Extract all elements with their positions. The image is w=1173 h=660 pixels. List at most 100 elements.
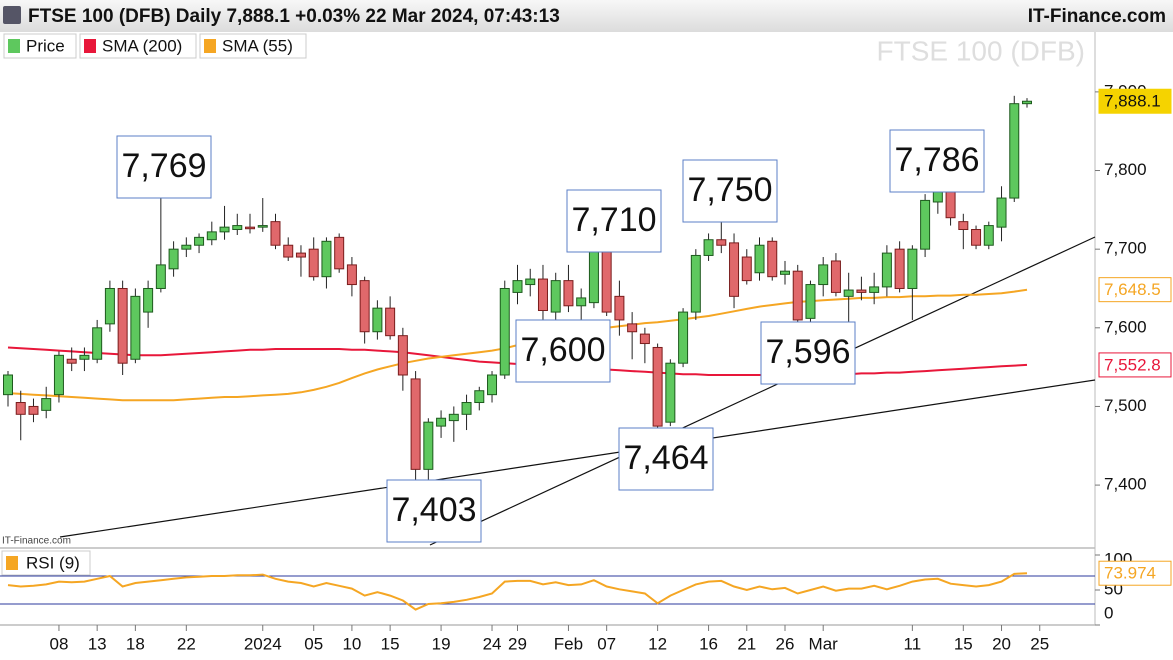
- x-tick-label: Feb: [554, 634, 583, 653]
- candle-body: [385, 307, 396, 337]
- x-tick-label: 10: [342, 634, 361, 653]
- annotation-box: [760, 321, 856, 385]
- candle-body: [334, 236, 345, 270]
- candle-body: [346, 264, 357, 286]
- candle-body: [779, 270, 790, 275]
- chart-title: FTSE 100 (DFB) Daily 7,888.1 +0.03% 22 M…: [28, 6, 560, 27]
- trendline: [59, 379, 1096, 538]
- y-tick-label: 7,700: [1104, 239, 1147, 258]
- candle-body: [448, 413, 459, 422]
- x-tick-label: 08: [49, 634, 68, 653]
- candle-body: [869, 286, 880, 293]
- candle-body: [181, 244, 192, 250]
- candle-body: [270, 221, 281, 246]
- candle-body: [3, 374, 13, 396]
- legend-label: Price: [26, 36, 65, 55]
- candle-body: [805, 284, 816, 319]
- price-tag-label: 7,888.1: [1104, 92, 1161, 111]
- candle-body: [474, 390, 485, 404]
- candle-body: [206, 231, 217, 241]
- candle-body: [219, 226, 230, 233]
- annotation-box: [889, 129, 985, 193]
- candle-body: [295, 252, 306, 258]
- x-tick-label: 26: [776, 634, 795, 653]
- x-tick-label: 15: [381, 634, 400, 653]
- candle-body: [499, 287, 510, 376]
- candle-body: [920, 199, 931, 250]
- candle-body: [958, 221, 969, 231]
- candle-body: [818, 264, 829, 286]
- legend-swatch: [8, 39, 20, 53]
- candle-body: [525, 278, 536, 286]
- candle-body: [856, 289, 867, 293]
- rsi-line: [7, 572, 1028, 611]
- candle-body: [537, 278, 548, 312]
- x-tick-label: 12: [648, 634, 667, 653]
- candle-body: [703, 239, 714, 256]
- price-tag: [1098, 88, 1172, 114]
- x-tick-label: 16: [699, 634, 718, 653]
- x-tick-label: 22: [177, 634, 196, 653]
- candle-body: [487, 374, 498, 396]
- candle-body: [741, 256, 752, 282]
- candle-body: [359, 280, 370, 333]
- annotation-box: [116, 135, 212, 199]
- candle-body: [143, 287, 154, 313]
- watermark-small: IT-Finance.com: [2, 536, 71, 547]
- x-tick-label: 25: [1030, 634, 1049, 653]
- annotation-box: [386, 479, 482, 543]
- candle-body: [792, 270, 803, 321]
- candle-body: [15, 402, 26, 415]
- candle-body: [881, 252, 892, 288]
- y-tick-label: 7,800: [1104, 160, 1147, 179]
- annotation-label: 7,710: [571, 201, 656, 239]
- candle-body: [843, 289, 854, 297]
- candle-body: [155, 264, 166, 289]
- annotation-label: 7,769: [121, 147, 206, 185]
- x-tick-label: 05: [304, 634, 323, 653]
- legend-label: SMA (200): [102, 36, 182, 55]
- annotation-box: [566, 189, 662, 253]
- price-tag: [1098, 352, 1172, 378]
- price-tag: [1098, 277, 1172, 303]
- annotation-box: [682, 159, 778, 223]
- annotation-label: 7,600: [520, 331, 605, 369]
- rsi-legend-swatch: [6, 556, 18, 570]
- annotation-label: 7,596: [765, 333, 850, 371]
- candle-body: [690, 254, 701, 313]
- rsi-tag: [1098, 560, 1172, 586]
- candle-body: [614, 295, 625, 321]
- candle-body: [410, 378, 421, 470]
- annotation-label: 7,786: [894, 141, 979, 179]
- annotation-box: [618, 427, 714, 491]
- legend-swatch: [84, 39, 96, 53]
- candle-body: [767, 240, 778, 278]
- candle-body: [79, 354, 90, 360]
- legend-swatch: [204, 39, 216, 53]
- candle-body: [194, 236, 205, 246]
- candle-body: [1022, 100, 1032, 105]
- x-tick-label: 29: [508, 634, 527, 653]
- candle-body: [601, 248, 612, 313]
- watermark: FTSE 100 (DFB): [877, 35, 1085, 66]
- price-tag-label: 7,552.8: [1104, 355, 1161, 374]
- candle-body: [983, 225, 994, 246]
- y-tick-label: 7,600: [1104, 317, 1147, 336]
- candle-body: [563, 280, 574, 307]
- annotation-box: [515, 319, 611, 383]
- candle-body: [245, 226, 256, 230]
- x-tick-label: 21: [737, 634, 756, 653]
- header-bar: [0, 0, 1173, 32]
- candle-body: [117, 287, 128, 364]
- y-tick-label: 7,400: [1104, 475, 1147, 494]
- candle-body: [104, 287, 115, 325]
- candle-body: [66, 358, 77, 364]
- legend-box: [79, 33, 197, 59]
- candle-body: [130, 295, 141, 360]
- candle-body: [461, 402, 472, 415]
- candle-body: [830, 260, 841, 293]
- rsi-tick-label: 0: [1104, 603, 1113, 622]
- price-panel: [3, 95, 1032, 483]
- rsi-tag-label: 73.974: [1104, 564, 1156, 583]
- candle-body: [436, 417, 447, 427]
